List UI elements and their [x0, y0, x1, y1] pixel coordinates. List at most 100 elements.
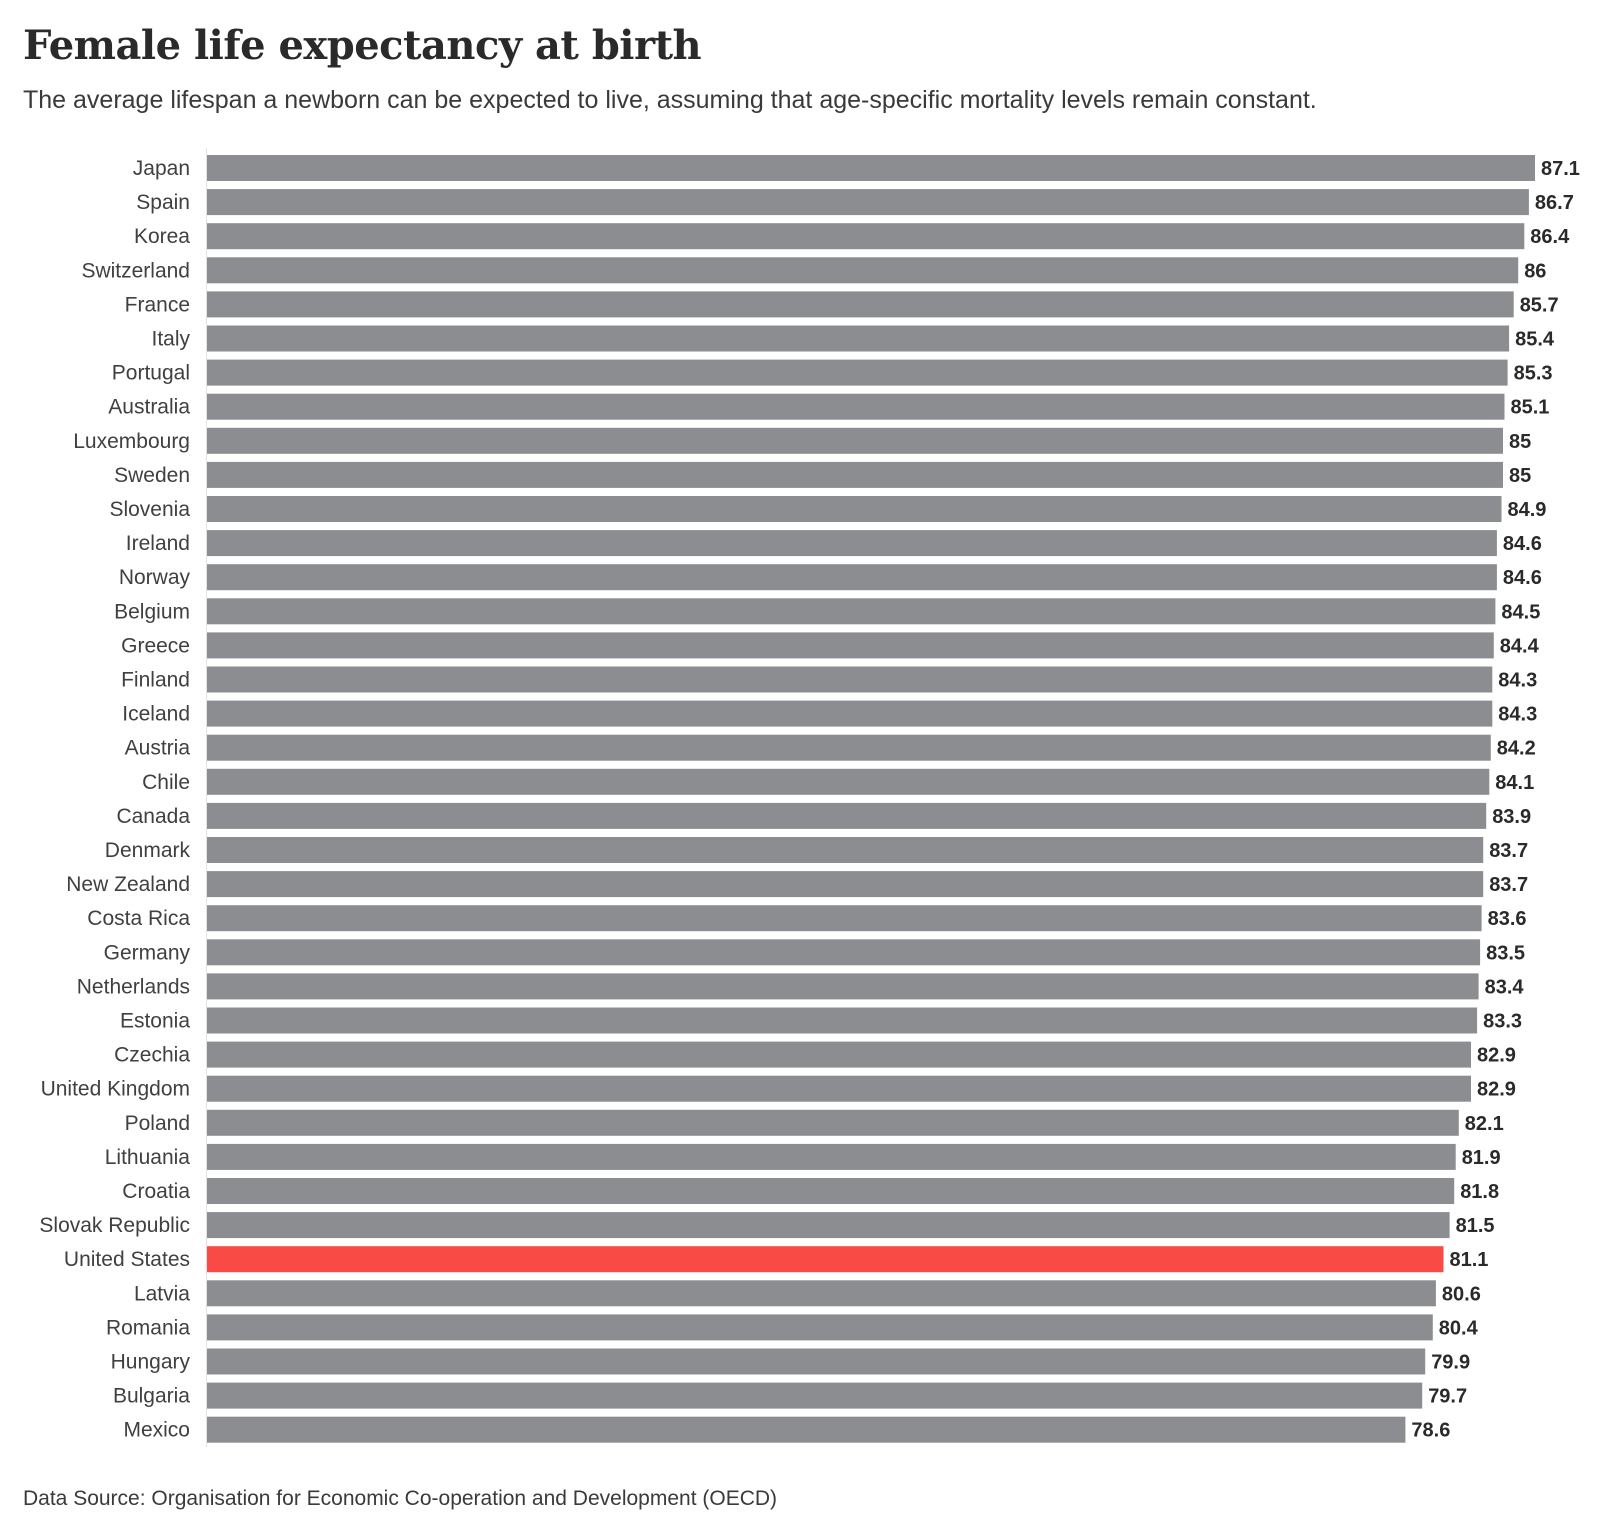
chart-subtitle: The average lifespan a newborn can be ex…	[23, 86, 1317, 114]
bar-denmark	[207, 837, 1484, 863]
bar-austria	[207, 734, 1491, 761]
bar-estonia	[207, 1007, 1478, 1034]
value-label-hungary: 79.9	[1431, 1352, 1470, 1374]
category-label-spain: Spain	[136, 191, 190, 214]
category-label-croatia: Croatia	[122, 1180, 190, 1203]
category-label-denmark: Denmark	[105, 839, 191, 862]
category-label-lithuania: Lithuania	[105, 1146, 191, 1169]
bar-poland	[207, 1109, 1459, 1136]
category-label-korea: Korea	[134, 225, 190, 248]
bar-iceland	[207, 700, 1493, 727]
bar-portugal	[207, 359, 1508, 386]
value-label-spain: 86.7	[1535, 192, 1574, 214]
category-label-slovenia: Slovenia	[109, 498, 190, 521]
value-label-canada: 83.9	[1492, 806, 1531, 828]
category-label-czechia: Czechia	[114, 1044, 190, 1067]
bar-costa-rica	[207, 905, 1482, 932]
bar-ireland	[207, 530, 1497, 557]
value-label-portugal: 85.3	[1514, 363, 1553, 385]
category-label-bulgaria: Bulgaria	[113, 1385, 190, 1408]
category-label-united-states: United States	[64, 1248, 190, 1271]
bar-france	[207, 291, 1514, 318]
value-label-switzerland: 86	[1524, 260, 1546, 282]
bar-luxembourg	[207, 427, 1503, 454]
bar-italy	[207, 325, 1510, 352]
bar-korea	[207, 223, 1525, 250]
category-label-estonia: Estonia	[120, 1010, 190, 1033]
value-label-bulgaria: 79.7	[1428, 1386, 1467, 1408]
category-label-norway: Norway	[119, 566, 191, 589]
value-label-united-kingdom: 82.9	[1477, 1079, 1516, 1101]
value-label-ireland: 84.6	[1503, 533, 1542, 555]
category-label-poland: Poland	[125, 1112, 190, 1135]
category-label-austria: Austria	[125, 737, 191, 760]
category-label-italy: Italy	[151, 328, 190, 351]
value-label-germany: 83.5	[1486, 942, 1525, 964]
value-label-sweden: 85	[1509, 465, 1531, 487]
category-label-netherlands: Netherlands	[77, 975, 190, 998]
category-label-romania: Romania	[106, 1316, 190, 1339]
bar-mexico	[207, 1416, 1406, 1443]
value-label-costa-rica: 83.6	[1488, 908, 1527, 930]
value-label-mexico: 78.6	[1411, 1420, 1450, 1442]
category-label-united-kingdom: United Kingdom	[41, 1078, 190, 1101]
value-label-poland: 82.1	[1465, 1113, 1504, 1135]
category-label-mexico: Mexico	[123, 1419, 190, 1442]
value-label-luxembourg: 85	[1509, 431, 1531, 453]
category-label-france: France	[125, 293, 190, 316]
bar-romania	[207, 1314, 1433, 1341]
value-label-netherlands: 83.4	[1485, 976, 1525, 998]
category-label-portugal: Portugal	[112, 362, 190, 385]
value-label-france: 85.7	[1520, 294, 1559, 316]
bar-chile	[207, 768, 1490, 795]
bar-greece	[207, 632, 1494, 659]
category-label-ireland: Ireland	[126, 532, 190, 555]
bar-japan	[207, 155, 1535, 181]
bar-chart: Japan 87.1 Spain 86.7 Korea 86.4 Switzerland 86…	[39, 148, 1580, 1447]
bar-switzerland	[207, 257, 1519, 284]
category-label-iceland: Iceland	[122, 703, 190, 726]
category-label-hungary: Hungary	[111, 1351, 191, 1374]
value-label-slovenia: 84.9	[1508, 499, 1547, 521]
value-label-estonia: 83.3	[1483, 1011, 1522, 1033]
category-label-germany: Germany	[104, 941, 191, 964]
category-label-switzerland: Switzerland	[81, 259, 190, 282]
value-label-romania: 80.4	[1439, 1317, 1479, 1339]
category-label-australia: Australia	[108, 396, 190, 419]
value-label-chile: 84.1	[1495, 772, 1534, 794]
bar-croatia	[207, 1178, 1455, 1204]
bar-finland	[207, 666, 1493, 693]
bar-norway	[207, 564, 1497, 591]
value-label-new-zealand: 83.7	[1489, 874, 1528, 896]
bar-canada	[207, 802, 1487, 829]
category-label-sweden: Sweden	[114, 464, 190, 487]
value-label-korea: 86.4	[1530, 226, 1570, 248]
bar-australia	[207, 393, 1505, 420]
bar-slovak-republic	[207, 1212, 1450, 1239]
bar-lithuania	[207, 1143, 1456, 1170]
bar-belgium	[207, 598, 1496, 625]
bar-united-kingdom	[207, 1075, 1471, 1102]
value-label-latvia: 80.6	[1442, 1283, 1481, 1305]
bar-bulgaria	[207, 1382, 1423, 1409]
value-label-slovak-republic: 81.5	[1456, 1215, 1495, 1237]
bar-united-states	[207, 1246, 1444, 1273]
category-label-belgium: Belgium	[114, 600, 190, 623]
chart-title: Female life expectancy at birth	[23, 22, 702, 69]
value-label-greece: 84.4	[1500, 635, 1540, 657]
bar-latvia	[207, 1280, 1436, 1307]
category-label-luxembourg: Luxembourg	[73, 430, 190, 453]
bar-slovenia	[207, 496, 1502, 522]
bar-netherlands	[207, 973, 1479, 1000]
value-label-australia: 85.1	[1511, 397, 1550, 419]
bar-germany	[207, 939, 1481, 966]
value-label-austria: 84.2	[1497, 738, 1536, 760]
category-label-latvia: Latvia	[134, 1282, 190, 1305]
bar-spain	[207, 189, 1529, 216]
value-label-belgium: 84.5	[1501, 601, 1540, 623]
category-label-canada: Canada	[116, 805, 190, 828]
value-label-united-states: 81.1	[1450, 1249, 1489, 1271]
value-label-croatia: 81.8	[1460, 1181, 1499, 1203]
category-label-new-zealand: New Zealand	[66, 873, 190, 896]
category-label-finland: Finland	[121, 669, 190, 692]
